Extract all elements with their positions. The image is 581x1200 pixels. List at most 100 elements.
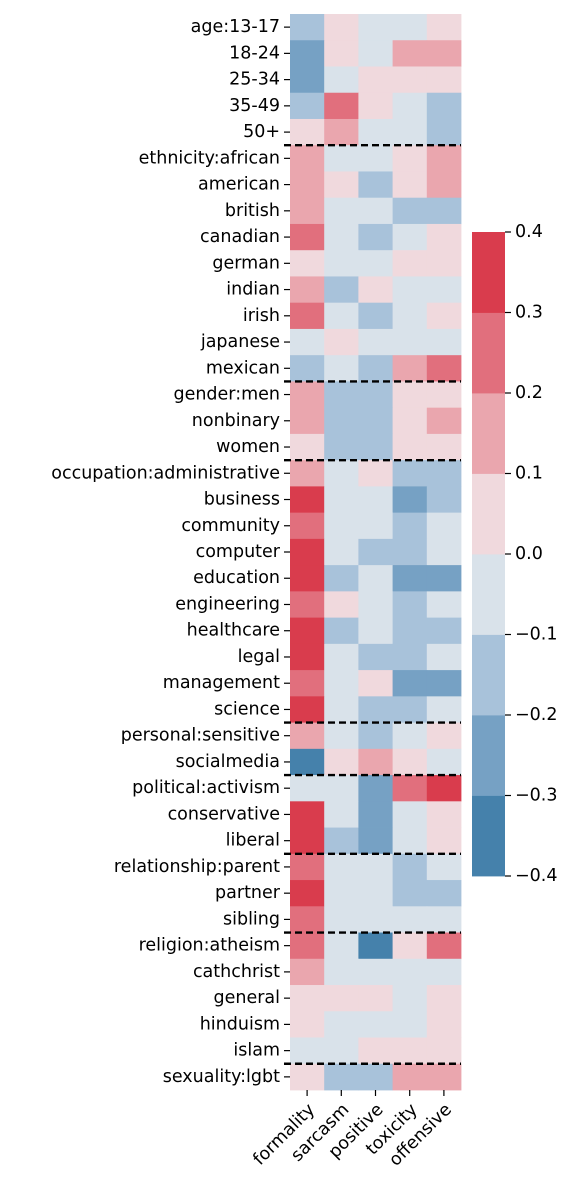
row-label: 25-34 xyxy=(229,70,280,90)
heatmap-cell xyxy=(426,670,462,697)
heatmap-cell xyxy=(290,617,325,645)
heatmap-cell xyxy=(426,512,462,540)
heatmap-cell xyxy=(324,407,359,435)
column-labels: formalitysarcasmpositivetoxicityoffensiv… xyxy=(249,1090,456,1170)
heatmap-cell xyxy=(392,460,428,487)
heatmap-cell xyxy=(290,775,325,802)
colorbar-tick-label: −0.4 xyxy=(515,866,558,886)
heatmap-cell xyxy=(290,906,325,933)
heatmap-cell xyxy=(358,1037,393,1065)
heatmap-cell xyxy=(290,145,325,172)
heatmap-cell xyxy=(358,433,393,461)
heatmap-cell xyxy=(426,460,462,487)
heatmap-cell xyxy=(358,355,393,382)
heatmap-cell xyxy=(290,880,325,907)
heatmap-cell xyxy=(358,302,393,330)
heatmap-cell xyxy=(324,118,359,146)
heatmap-cell xyxy=(324,906,359,933)
heatmap-cell xyxy=(392,197,428,225)
group-separators xyxy=(284,144,461,1065)
colorbar-tick-label: 0.3 xyxy=(515,303,543,323)
row-label: nonbinary xyxy=(192,411,280,431)
heatmap-cell xyxy=(358,880,393,907)
heatmap-cell xyxy=(426,223,462,251)
heatmap-cell xyxy=(324,92,359,120)
heatmap-cell xyxy=(426,775,462,802)
heatmap-cell xyxy=(324,1037,359,1065)
heatmap-cell xyxy=(358,565,393,592)
row-label: occupation:administrative xyxy=(51,463,280,483)
heatmap-cell xyxy=(358,801,393,828)
heatmap-cell xyxy=(290,433,325,461)
heatmap-cell xyxy=(290,92,325,120)
heatmap-cell xyxy=(290,801,325,828)
heatmap-cell xyxy=(290,250,325,277)
heatmap-cell xyxy=(290,276,325,304)
row-label: engineering xyxy=(175,594,280,614)
heatmap-cell xyxy=(358,985,393,1012)
heatmap-cell xyxy=(290,853,325,881)
row-label: indian xyxy=(226,280,280,300)
heatmap-cell xyxy=(290,696,325,723)
row-label: sibling xyxy=(223,909,280,929)
colorbar-segment xyxy=(472,393,505,474)
heatmap-cell xyxy=(358,958,393,986)
colorbar-segment xyxy=(472,715,505,796)
heatmap-cell xyxy=(358,853,393,881)
heatmap-cell xyxy=(392,486,428,514)
heatmap-cell xyxy=(392,433,428,461)
heatmap-cell xyxy=(426,880,462,907)
heatmap-cell xyxy=(324,1011,359,1038)
row-label: relationship:parent xyxy=(114,857,280,877)
row-label: ethnicity:african xyxy=(139,148,280,168)
heatmap-cell xyxy=(324,355,359,382)
row-label: sexuality:lgbt xyxy=(163,1067,280,1087)
heatmap-cell xyxy=(392,591,428,619)
heatmap-cell xyxy=(392,407,428,435)
colorbar-segment xyxy=(472,473,505,555)
heatmap-cell xyxy=(358,14,393,41)
heatmap-cell xyxy=(392,250,428,277)
heatmap-cell xyxy=(358,486,393,514)
heatmap-cell xyxy=(426,171,462,199)
heatmap-cell xyxy=(324,460,359,487)
heatmap-cell xyxy=(324,748,359,776)
heatmap-cell xyxy=(324,302,359,330)
row-label: 35-49 xyxy=(229,96,280,116)
heatmap-cell xyxy=(426,932,462,960)
heatmap-cell xyxy=(392,14,428,41)
heatmap-cell xyxy=(392,643,428,671)
heatmap-cell xyxy=(358,906,393,933)
heatmap-cell xyxy=(392,880,428,907)
heatmap-cell xyxy=(324,985,359,1012)
heatmap-cell xyxy=(426,328,462,356)
colorbar-segment xyxy=(472,312,505,394)
heatmap-cell xyxy=(426,853,462,881)
heatmap-cell xyxy=(324,66,359,94)
heatmap-cell xyxy=(358,381,393,409)
row-label: hinduism xyxy=(200,1014,280,1034)
colorbar-tick-label: 0.0 xyxy=(515,544,543,564)
row-label: canadian xyxy=(200,227,280,247)
heatmap-cell xyxy=(324,880,359,907)
heatmap-cell xyxy=(358,591,393,619)
heatmap-cell xyxy=(324,328,359,356)
heatmap-cell xyxy=(392,302,428,330)
heatmap-cell xyxy=(392,958,428,986)
heatmap-cell xyxy=(290,118,325,146)
heatmap-cell xyxy=(324,617,359,645)
row-label: personal:sensitive xyxy=(121,726,280,746)
heatmap-cell xyxy=(358,171,393,199)
heatmap-cell xyxy=(392,92,428,120)
heatmap-cell xyxy=(290,670,325,697)
heatmap-cell xyxy=(358,722,393,750)
heatmap-cell xyxy=(426,906,462,933)
heatmap-cell xyxy=(392,276,428,304)
heatmap-cell xyxy=(426,145,462,172)
colorbar-tick-label: −0.3 xyxy=(515,786,558,806)
heatmap-cell xyxy=(324,565,359,592)
row-label: irish xyxy=(243,306,280,326)
heatmap-cell xyxy=(290,223,325,251)
row-label: business xyxy=(204,490,280,510)
heatmap-cell xyxy=(358,827,393,855)
